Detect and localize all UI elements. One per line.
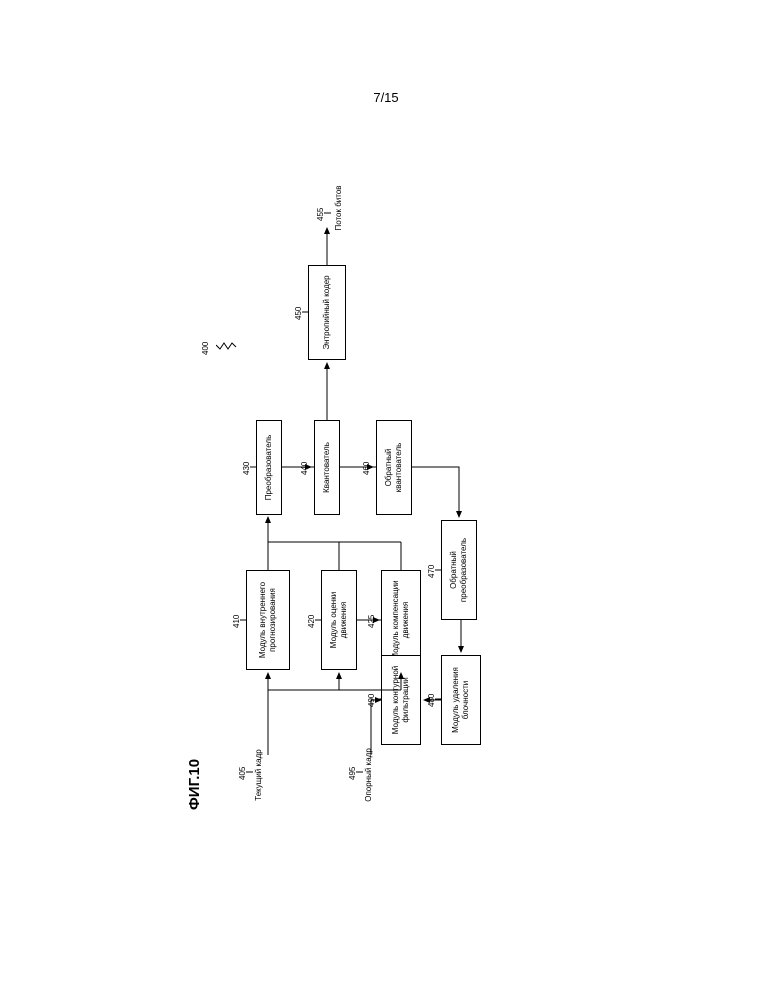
deblocking-block: Модуль удаления блочности [441, 655, 481, 745]
entropy-ref: 450 [294, 306, 303, 319]
iquant-ref: 460 [362, 461, 371, 474]
deblock-ref: 480 [427, 693, 436, 706]
current-frame-ref: 405 [238, 766, 247, 779]
itrans-ref: 470 [427, 564, 436, 577]
bitstream-label: Поток битов [334, 178, 343, 238]
reference-frame-label: Опорный кадр [364, 740, 373, 810]
system-ref: 400 [201, 341, 210, 354]
figure-title: ФИГ.10 [186, 758, 203, 809]
page-number: 7/15 [373, 90, 398, 105]
inverse-quantizer-block: Обратный квантователь [376, 420, 412, 515]
motion-estimation-block: Модуль оценки движения [321, 570, 357, 670]
bitstream-ref: 455 [316, 207, 325, 220]
trans-ref: 430 [242, 461, 251, 474]
inverse-transformer-block: Обратный преобразователь [441, 520, 477, 620]
current-frame-label: Текущий кадр [254, 740, 263, 810]
quantizer-block: Квантователь [314, 420, 340, 515]
loop-filter-block: Модуль контурной фильтрации [381, 655, 421, 745]
loop-ref: 490 [367, 693, 376, 706]
quant-ref: 440 [300, 461, 309, 474]
intra-ref: 410 [232, 614, 241, 627]
reference-frame-ref: 495 [348, 766, 357, 779]
entropy-coder-block: Энтропийный кодер [308, 265, 346, 360]
mc-ref: 425 [367, 614, 376, 627]
block-diagram: 400 Текущий кадр 405 Опорный кадр 495 По… [216, 200, 556, 800]
diagram-wrapper: ФИГ.10 400 Текущий кадр 405 Опорный кадр… [216, 200, 556, 800]
transformer-block: Преобразователь [256, 420, 282, 515]
intra-pred-block: Модуль внутреннего прогнозирования [246, 570, 290, 670]
me-ref: 420 [307, 614, 316, 627]
